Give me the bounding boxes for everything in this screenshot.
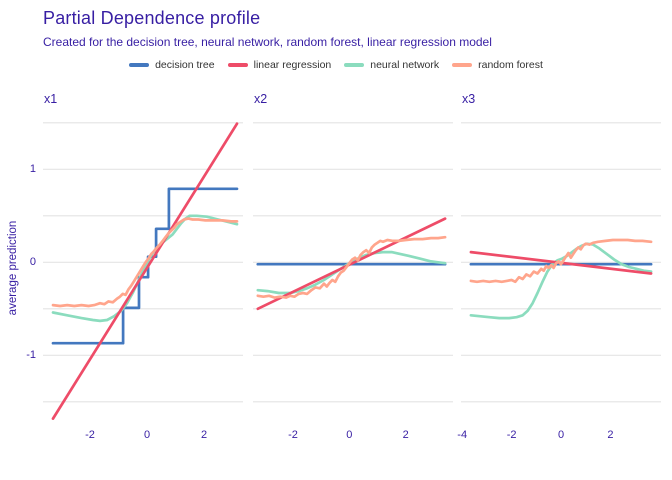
legend-item-decision-tree: decision tree — [129, 59, 215, 71]
legend-label-neural-network: neural network — [370, 59, 440, 71]
x-axis-ticks-x1: -2 0 2 — [43, 429, 243, 443]
legend-item-neural-network: neural network — [344, 59, 439, 71]
x-tick-label: 2 — [607, 429, 614, 441]
legend-label-random-forest: random forest — [478, 59, 543, 71]
facet-title-x2: x2 — [254, 92, 268, 106]
legend-item-linear-regression: linear regression — [227, 59, 332, 71]
x-tick-label: 0 — [346, 429, 353, 441]
x-tick-label: 0 — [143, 429, 151, 441]
facet-panel-x1: x1 -2 0 2 — [43, 90, 243, 455]
plot-area-x3 — [461, 122, 661, 403]
series-line-neural-network — [469, 242, 653, 320]
series-line-neural-network — [256, 250, 447, 295]
x-tick-label: -2 — [506, 429, 517, 441]
y-tick-label: 0 — [29, 256, 36, 269]
legend-label-decision-tree: decision tree — [155, 59, 215, 71]
series-line-linear-regression — [51, 122, 239, 420]
facet-title-x3: x3 — [462, 92, 476, 106]
x-axis-ticks-x3: -4 -2 0 2 — [457, 429, 661, 443]
facet-title-x1: x1 — [44, 92, 58, 106]
x-tick-label: 0 — [557, 429, 565, 441]
y-tick-label: -1 — [26, 349, 36, 362]
legend-swatch-decision-tree — [129, 63, 150, 67]
x-tick-label: 2 — [200, 429, 208, 441]
plot-area-x2 — [253, 122, 453, 403]
series-line-random-forest — [256, 235, 447, 299]
series-line-linear-regression — [256, 217, 447, 311]
series-line-random-forest — [51, 217, 239, 308]
chart-title: Partial Dependence profile — [43, 8, 261, 28]
x-axis-ticks-x2: -2 0 2 — [253, 429, 453, 443]
legend-label-linear-regression: linear regression — [253, 59, 332, 71]
legend-swatch-random-forest — [452, 63, 473, 67]
x-tick-label: -2 — [288, 429, 298, 441]
x-tick-label: -2 — [85, 429, 95, 441]
legend: decision tree linear regression neural n… — [0, 57, 672, 73]
x-tick-label: -4 — [457, 429, 468, 441]
legend-item-random-forest: random forest — [452, 59, 543, 71]
y-tick-label: 1 — [29, 163, 36, 176]
series-line-random-forest — [469, 238, 653, 284]
facet-panel-x2: x2 -2 0 2 — [253, 90, 453, 455]
x-tick-label: 2 — [402, 429, 409, 441]
legend-swatch-neural-network — [344, 63, 365, 67]
legend-swatch-linear-regression — [227, 63, 248, 67]
plot-area-x1 — [43, 122, 243, 420]
facet-panel-x3: x3 -4 -2 0 2 — [457, 90, 661, 455]
chart-subtitle: Created for the decision tree, neural ne… — [43, 35, 492, 49]
